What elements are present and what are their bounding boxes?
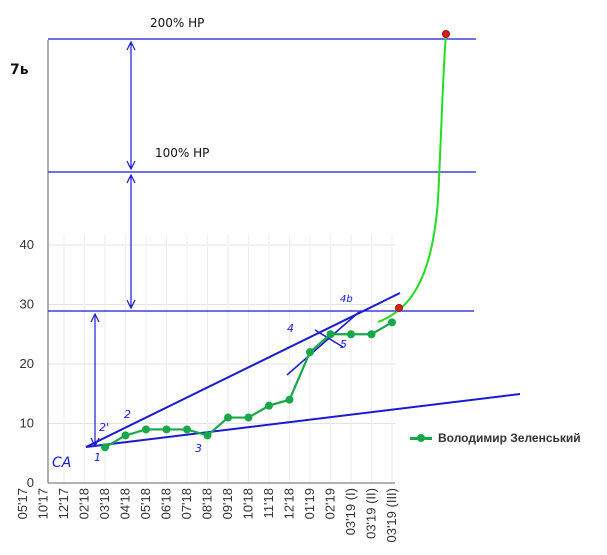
x-tick-label: 09'18 (220, 488, 235, 519)
series-point (121, 431, 130, 440)
x-tick-label: 02'19 (323, 488, 338, 519)
y-tick-label: 30 (20, 297, 34, 312)
annotation-point-2prime: 2' (99, 421, 109, 434)
x-tick-label: 03'18 (97, 488, 112, 519)
series-point (224, 413, 232, 422)
series-point (203, 431, 212, 440)
series-zelensky (101, 318, 396, 452)
x-tick-label: 12'18 (282, 488, 297, 519)
x-tick-label: 02'18 (77, 488, 92, 519)
x-tick-label: 05'18 (138, 488, 153, 519)
arrow-100-29 (126, 173, 136, 310)
series-point (306, 348, 314, 357)
annotation-point-3: 3 (195, 442, 202, 455)
series-point (347, 330, 355, 339)
x-tick-label: 03'19 (I) (343, 488, 358, 535)
series-point (183, 425, 191, 434)
y-tick-labels: 0 10 20 30 40 (20, 237, 34, 490)
trend-line-inner (286, 311, 360, 376)
annotation-point-4b: 4b (340, 294, 353, 305)
x-tick-label: 01'19 (302, 488, 317, 519)
annotation-ca: CA (52, 455, 71, 471)
projection-start-marker (395, 304, 403, 312)
x-tick-labels: 05'17 10'17 12'17 02'18 03'18 04'18 05'18 06'18… (15, 488, 399, 543)
series-point (244, 413, 253, 422)
x-tick-label: 03'19 (II) (364, 488, 379, 539)
projection-end-marker (442, 30, 450, 38)
legend-label: Володимир Зеленський (438, 431, 581, 445)
series-point (265, 401, 273, 410)
y-tick-label: 40 (20, 237, 34, 252)
x-tick-label: 11'18 (261, 488, 276, 518)
x-tick-label: 12'17 (56, 488, 71, 519)
x-tick-label: 03'19 (III) (384, 488, 399, 543)
x-tick-label: 04'18 (118, 488, 133, 519)
level-label-100: 100% HP (155, 146, 209, 160)
series-point (142, 425, 150, 434)
trend-line-inner-2 (314, 329, 344, 348)
chart-grid (48, 235, 395, 484)
x-tick-label: 06'18 (159, 488, 174, 519)
arrow-200-100 (126, 40, 136, 171)
arrow-29-base (90, 312, 100, 448)
level-label-200: 200% HP (150, 16, 204, 30)
series-point (388, 318, 396, 327)
y-tick-label: 10 (20, 416, 34, 431)
annotation-point-2: 2 (124, 408, 131, 421)
legend-swatch (410, 433, 432, 443)
annotation-point-1: 1 (94, 451, 101, 464)
annotation-point-4: 4 (287, 322, 294, 335)
x-tick-label: 05'17 (15, 488, 30, 519)
trend-line-lower (85, 393, 521, 448)
upper-axis-label: 7ь (10, 62, 29, 78)
series-point (101, 443, 109, 452)
trend-line-upper (85, 292, 401, 448)
x-tick-label: 10'17 (36, 488, 51, 519)
x-tick-label: 10'18 (241, 488, 256, 519)
series-point (285, 395, 294, 404)
x-tick-label: 07'18 (179, 488, 194, 519)
legend: Володимир Зеленський (410, 431, 581, 445)
x-tick-label: 08'18 (200, 488, 215, 519)
series-point (326, 330, 335, 339)
y-tick-label: 20 (20, 356, 34, 371)
series-point (162, 425, 171, 434)
series-point (367, 330, 376, 339)
annotation-point-5: 5 (340, 338, 347, 351)
projection-curve (377, 33, 447, 323)
y-tick-label: 0 (27, 475, 34, 490)
